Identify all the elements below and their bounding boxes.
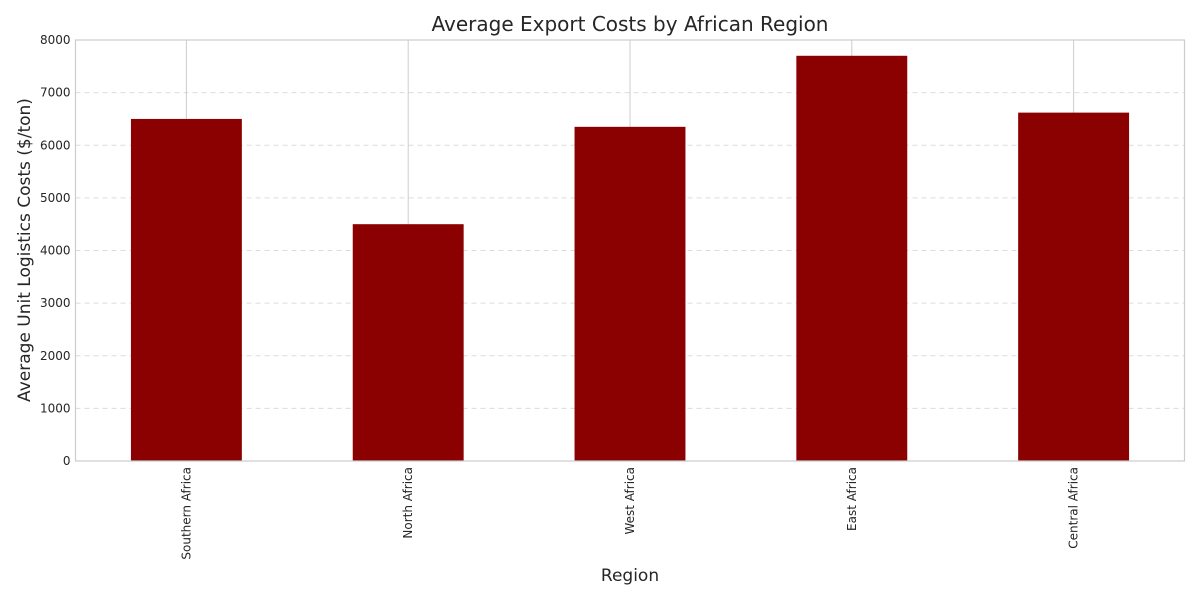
plot-frame (74, 39, 1186, 462)
x-tick-label: North Africa (401, 467, 415, 539)
y-tick-label: 8000 (40, 33, 71, 47)
y-tick-label: 1000 (40, 401, 71, 415)
y-axis-ticks: 0 1000 2000 3000 4000 5000 6000 7000 8000 (40, 33, 71, 468)
x-axis-ticks: Southern Africa North Africa West Africa Ea… (179, 467, 1080, 560)
y-tick-label: 6000 (40, 138, 71, 152)
y-axis-label: Average Unit Logistics Costs ($/ton) (15, 98, 35, 402)
x-axis-label: Region (601, 566, 659, 586)
bars (130, 55, 1130, 462)
y-tick-label: 4000 (40, 244, 71, 258)
bar (352, 224, 464, 461)
y-tick-label: 7000 (40, 86, 71, 100)
y-tick-label: 0 (63, 454, 71, 468)
chart-title: Average Export Costs by African Region (432, 12, 829, 36)
x-tick-label: West Africa (623, 467, 637, 535)
x-tick-label: Southern Africa (179, 467, 193, 560)
x-tick-label: Central Africa (1067, 467, 1081, 549)
bar (796, 55, 908, 461)
bar (130, 118, 242, 461)
y-tick-label: 3000 (40, 296, 71, 310)
bar (1018, 112, 1130, 461)
y-tick-label: 5000 (40, 191, 71, 205)
x-tick-label: East Africa (845, 467, 859, 531)
y-tick-label: 2000 (40, 349, 71, 363)
bar (574, 126, 686, 462)
